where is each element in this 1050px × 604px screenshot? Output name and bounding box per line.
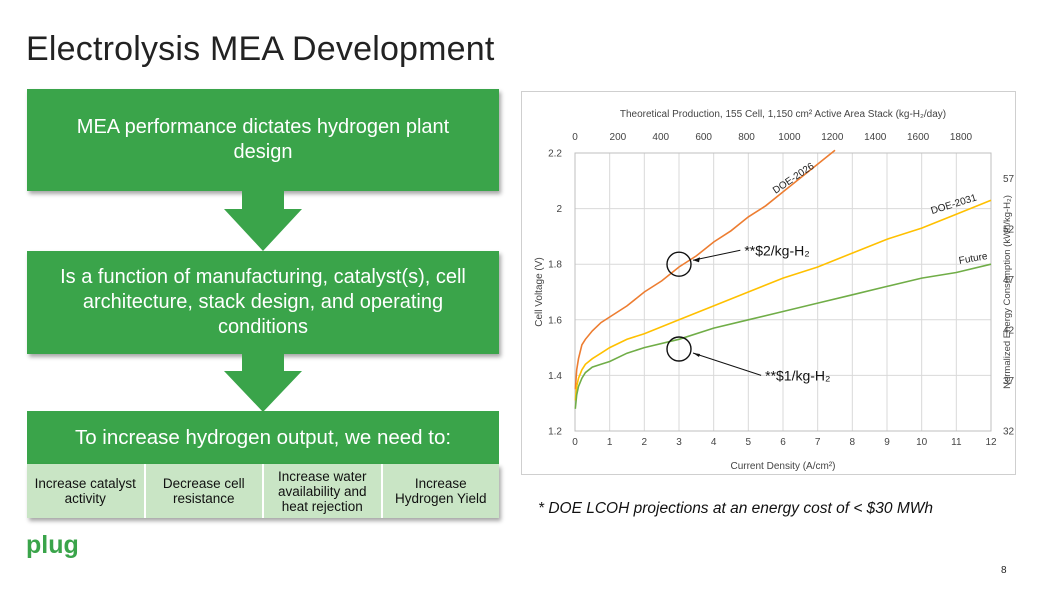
annotation-circle: [666, 251, 692, 277]
y2-tick-label: 57: [1003, 174, 1015, 185]
x-tick-label: 2: [642, 437, 648, 448]
flow-box-increase-output: To increase hydrogen output, we need to:: [27, 411, 499, 464]
page-number: 8: [1001, 565, 1007, 576]
x-tick-label: 5: [746, 437, 752, 448]
annotation-label: **$1/kg-H₂: [765, 367, 830, 383]
plug-logo: plug: [26, 531, 79, 571]
x-tick-label: 9: [884, 437, 890, 448]
polarization-chart: 0 1 2 3 4 5 6 7 8 9 10 11 12 1.2 1.4 1.6 1.8 2 2.2 0 200 400 6…: [521, 91, 1016, 475]
series-line-doe-2031: [574, 199, 992, 401]
annotation-arrowhead: [693, 257, 700, 263]
footnote: * DOE LCOH projections at an energy cost…: [538, 500, 934, 517]
x-tick-label: 0: [572, 437, 578, 448]
action-item: Increase Hydrogen Yield: [380, 464, 500, 518]
flow-box-plant-design: MEA performance dictates hydrogen plant …: [27, 89, 499, 191]
x2-tick-label: 1800: [950, 132, 973, 143]
down-arrow-icon: [224, 191, 302, 251]
annotation-arrowhead: [693, 352, 700, 357]
flow-box-1-text: MEA performance dictates hydrogen plant …: [76, 116, 450, 163]
chart-title: Theoretical Production, 155 Cell, 1,150 …: [620, 109, 946, 120]
chart-svg: 0 1 2 3 4 5 6 7 8 9 10 11 121.21.41.61.822.20 200 400 6…: [534, 109, 1015, 472]
series-label: DOE-2026: [771, 161, 817, 197]
x-tick-label: 11: [951, 437, 962, 448]
series-label: Future: [958, 251, 989, 267]
flow-box-function-of: Is a function of manufacturing, catalyst…: [27, 251, 499, 354]
flow-box-3-text: To increase hydrogen output, we need to:: [74, 426, 452, 449]
y2-axis-label: Normalized Energy Consumption (kWh/kg-H₂…: [1002, 195, 1013, 389]
x-tick-label: 3: [676, 437, 682, 448]
x-tick-label: 10: [916, 437, 928, 448]
annotation-label: **$2/kg-H₂: [744, 242, 809, 258]
y-axis-label: Cell Voltage (V): [534, 257, 545, 326]
y-tick-label: 1.2: [548, 427, 562, 438]
down-arrow-icon: [224, 354, 302, 412]
series-line-doe-2026: [574, 149, 836, 390]
annotation-arrow: [692, 249, 741, 261]
x2-tick-label: 800: [738, 132, 755, 143]
slide-title: Electrolysis MEA Development: [26, 30, 495, 68]
annotation-circle: [666, 336, 692, 362]
x-axis-label: Current Density (A/cm²): [730, 461, 835, 472]
action-item: Increase catalyst activity: [34, 476, 136, 506]
y2-tick-label: 47: [1003, 275, 1015, 286]
y2-tick-label: 37: [1003, 376, 1015, 387]
x2-tick-label: 1400: [864, 132, 887, 143]
y-tick-label: 2: [556, 204, 562, 215]
y2-tick-label: 52: [1003, 224, 1015, 235]
x-tick-label: 1: [607, 437, 613, 448]
x2-tick-label: 400: [652, 132, 669, 143]
logo-text: plug: [26, 532, 78, 559]
action-item: Increase water availability and heat rej…: [262, 464, 381, 518]
x-tick-label: 8: [850, 437, 856, 448]
x-tick-label: 6: [780, 437, 786, 448]
x-tick-label: 4: [711, 437, 717, 448]
x2-tick-label: 1200: [821, 132, 844, 143]
action-items-row: Increase catalyst activity Decrease cell…: [27, 464, 499, 518]
x2-tick-label: 1000: [778, 132, 801, 143]
y-tick-label: 1.8: [548, 260, 562, 271]
series-line-future: [574, 263, 992, 409]
y-tick-label: 1.4: [548, 371, 562, 382]
x-tick-label: 7: [815, 437, 821, 448]
x2-tick-label: 0: [572, 132, 578, 143]
x2-tick-label: 1600: [907, 132, 930, 143]
x2-tick-label: 200: [610, 132, 627, 143]
action-item: Decrease cell resistance: [143, 464, 263, 518]
x2-tick-label: 600: [695, 132, 712, 143]
y-tick-label: 1.6: [548, 315, 562, 326]
x-tick-label: 12: [985, 437, 997, 448]
flow-box-2-text: Is a function of manufacturing, catalyst…: [60, 266, 466, 338]
y2-tick-label: 42: [1003, 325, 1015, 336]
annotation-arrow: [692, 352, 762, 376]
y2-tick-label: 32: [1003, 427, 1015, 438]
plot-area: [574, 152, 992, 432]
series-label: DOE-2031: [930, 193, 979, 217]
y-tick-label: 2.2: [548, 149, 562, 160]
